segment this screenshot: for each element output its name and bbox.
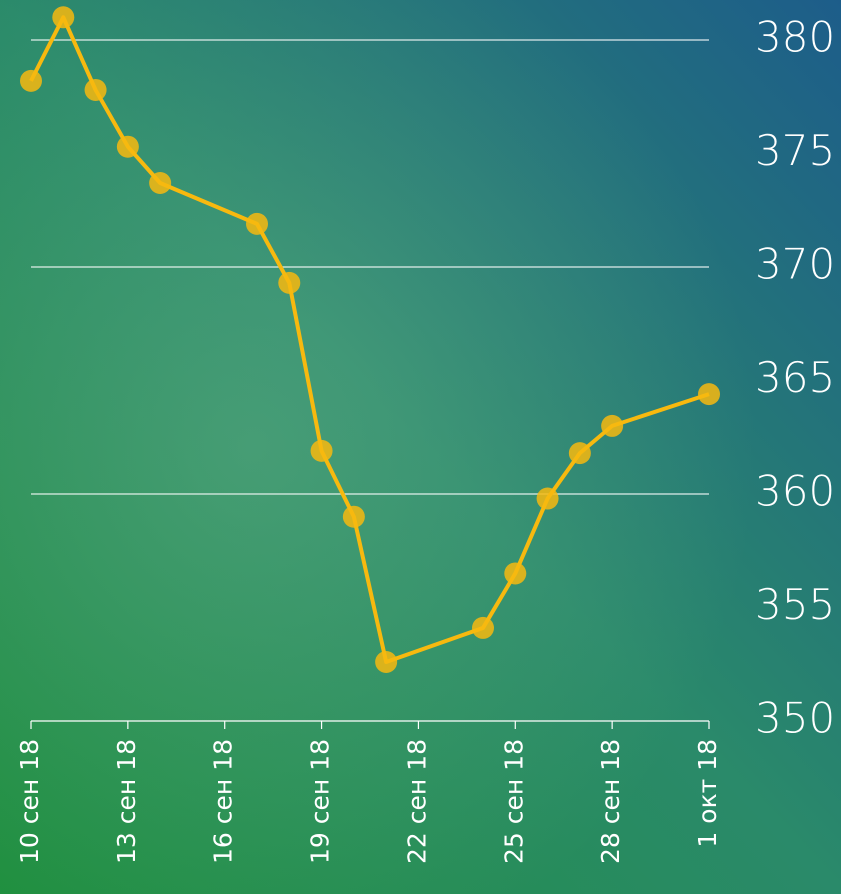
point (85, 79, 107, 101)
y-tick-label: 355 (755, 580, 835, 629)
point (569, 442, 591, 464)
point (375, 651, 397, 673)
y-tick-label: 380 (755, 13, 835, 62)
point (343, 506, 365, 528)
point (504, 562, 526, 584)
y-tick-label: 360 (755, 467, 835, 516)
point (698, 383, 720, 405)
point (311, 440, 333, 462)
x-tick-label: 13 сен 18 (112, 739, 141, 864)
y-tick-label: 365 (755, 353, 835, 402)
x-tick-label: 1 окт 18 (693, 739, 722, 848)
x-tick-label: 19 сен 18 (306, 739, 335, 864)
point (246, 213, 268, 235)
point (117, 136, 139, 158)
x-tick-label: 10 сен 18 (15, 739, 44, 864)
y-tick-label: 375 (755, 126, 835, 175)
y-tick-label: 370 (755, 240, 835, 289)
x-tick-label: 16 сен 18 (209, 739, 238, 864)
point (149, 172, 171, 194)
point (537, 488, 559, 510)
y-tick-label: 350 (755, 694, 835, 743)
point (278, 272, 300, 294)
point (52, 6, 74, 28)
x-tick-label: 25 сен 18 (499, 739, 528, 864)
page: 350 355 360 365 370 375 380 10 сен 18 13 сен 18 1… (0, 0, 841, 894)
x-tick-label: 28 сен 18 (596, 739, 625, 864)
point (472, 617, 494, 639)
point (601, 415, 623, 437)
chart: 350 355 360 365 370 375 380 10 сен 18 13 сен 18 1… (0, 0, 841, 894)
x-tick-label: 22 сен 18 (402, 739, 431, 864)
point (20, 70, 42, 92)
